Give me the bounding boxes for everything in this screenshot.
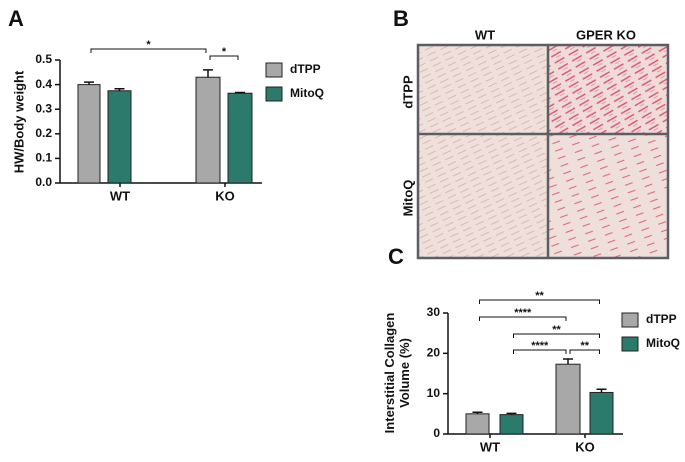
error-bar [596, 388, 607, 393]
x-tick-label: WT [110, 188, 130, 203]
legend-swatch [265, 62, 283, 78]
error-bar [563, 358, 573, 365]
y-tick-label: 0.0 [35, 175, 52, 189]
column-label: WT [475, 27, 495, 42]
significance-bracket [209, 55, 239, 60]
y-tick-label: 0.4 [35, 77, 52, 91]
y-tick-label: 0.5 [35, 52, 52, 66]
legend-label: dTPP [290, 62, 321, 76]
bar [499, 414, 524, 435]
significance-label: * [222, 46, 227, 58]
significance-label: **** [531, 340, 549, 352]
row-label: dTPP [400, 75, 415, 109]
row-label: MitoQ [400, 180, 415, 217]
error-bar [235, 91, 245, 94]
bar [107, 90, 132, 184]
legend-label: MitoQ [290, 86, 324, 100]
error-bar [84, 81, 94, 85]
panel-label: B [393, 6, 409, 31]
bar [77, 84, 101, 184]
y-tick-label: 30 [427, 305, 441, 319]
significance-bracket [479, 316, 567, 321]
legend-label: MitoQ [646, 336, 680, 350]
legend-swatch [265, 86, 283, 102]
y-tick-label: 20 [427, 346, 441, 360]
panel-label: C [388, 244, 404, 269]
bar [555, 363, 581, 435]
histology-image [549, 135, 667, 257]
significance-label: ** [535, 290, 544, 302]
x-tick-label: KO [575, 439, 595, 454]
bar [227, 92, 253, 184]
error-bar [472, 411, 483, 414]
image-frame [416, 43, 670, 260]
histology-image [549, 46, 667, 133]
error-bar [506, 412, 517, 415]
significance-bracket [90, 48, 207, 53]
y-axis-label: Volume (%) [397, 338, 412, 408]
significance-label: * [146, 39, 151, 51]
bar [589, 391, 614, 435]
legend-swatch [621, 312, 639, 328]
y-tick-label: 0.2 [35, 126, 52, 140]
bar [195, 76, 221, 184]
bar [465, 413, 490, 435]
panel-b: B WT GPER KO dTPP MitoQ [393, 6, 670, 260]
significance-bracket [569, 349, 600, 354]
significance-bracket [513, 349, 567, 354]
histology-image [419, 46, 547, 133]
histology-image [419, 135, 547, 257]
y-tick-label: 0 [433, 426, 440, 440]
x-tick-label: WT [480, 439, 500, 454]
significance-label: ** [580, 340, 589, 352]
y-axis-label: Interstitial Collagen [382, 313, 397, 434]
y-tick-label: 0.1 [35, 151, 52, 165]
significance-bracket [479, 299, 600, 304]
error-bar [114, 88, 125, 91]
legend-label: dTPP [646, 312, 677, 326]
y-tick-label: 0.3 [35, 101, 52, 115]
panel-label: A [8, 6, 24, 31]
legend-swatch [621, 336, 639, 352]
significance-label: **** [514, 307, 532, 319]
x-tick-label: KO [215, 188, 235, 203]
y-axis-label: HW/Body weight [11, 70, 26, 173]
significance-bracket [513, 333, 600, 338]
significance-label: ** [552, 324, 561, 336]
column-label: GPER KO [576, 27, 636, 42]
y-tick-label: 10 [427, 386, 441, 400]
error-bar [203, 69, 213, 78]
